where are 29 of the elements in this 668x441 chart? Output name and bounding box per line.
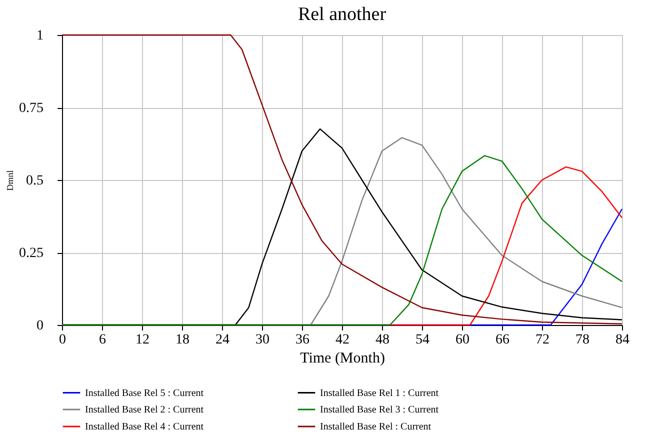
legend-label: Installed Base Rel 3 : Current: [320, 404, 439, 416]
y-axis-title: Dmnl: [5, 170, 15, 191]
x-tick-label: 36: [296, 332, 310, 348]
legend-label: Installed Base Rel 2 : Current: [85, 404, 204, 416]
legend-label: Installed Base Rel 4 : Current: [85, 422, 204, 432]
x-axis-title: Time (Month): [300, 350, 385, 366]
chart-title: Rel another: [298, 4, 387, 25]
y-tick-label: 1: [36, 28, 44, 44]
x-tick-label: 66: [496, 332, 510, 348]
x-tick-label: 0: [59, 332, 66, 348]
x-tick-label: 72: [536, 332, 550, 348]
y-tick-label: 0.75: [19, 101, 44, 116]
y-tick-label: 0.5: [26, 174, 44, 188]
legend-label: Installed Base Rel : Current: [320, 422, 432, 432]
x-tick-label: 78: [576, 332, 590, 348]
legend-label: Installed Base Rel 1 : Current: [320, 388, 439, 399]
x-tick-label: 54: [416, 332, 430, 348]
x-tick-label: 84: [616, 332, 630, 348]
x-tick-label: 6: [99, 332, 106, 348]
y-tick-label: 0.25: [19, 246, 44, 261]
x-tick-label: 60: [456, 332, 470, 348]
y-tick-label: 0: [36, 318, 44, 334]
legend-label: Installed Base Rel 5 : Current: [85, 388, 204, 399]
x-tick-label: 48: [376, 332, 390, 348]
x-tick-label: 12: [136, 332, 150, 348]
x-tick-label: 24: [216, 332, 230, 348]
x-tick-label: 42: [336, 332, 350, 348]
x-tick-label: 18: [176, 332, 190, 348]
x-tick-label: 30: [256, 332, 270, 348]
